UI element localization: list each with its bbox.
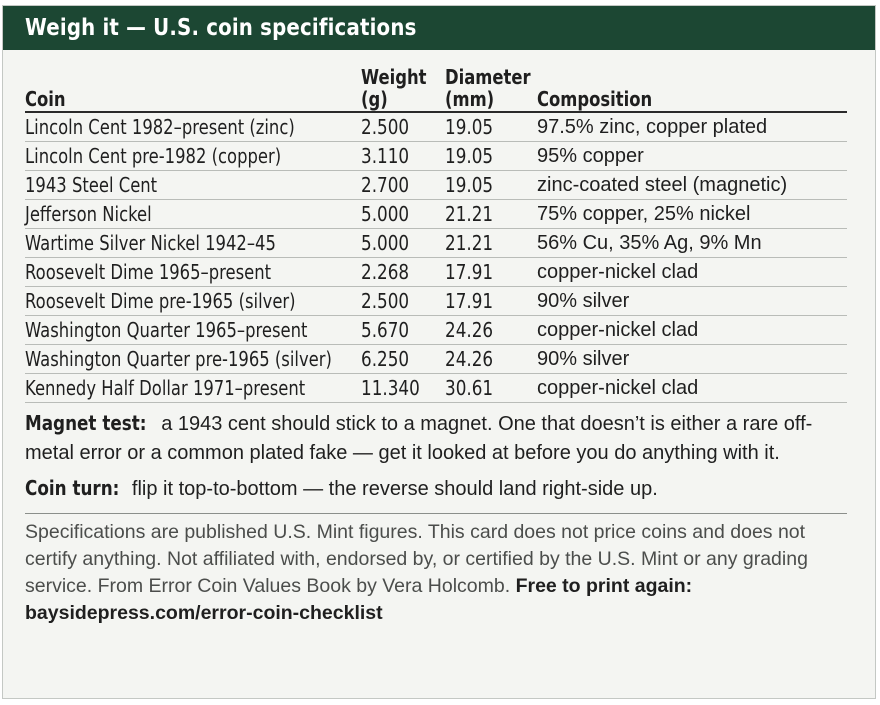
weight-cell: 5.000 xyxy=(361,228,445,258)
coin-spec-card: Weigh it — U.S. coin specifications Coin… xyxy=(2,5,876,699)
magnet-test-note: Magnet test: a 1943 cent should stick to… xyxy=(25,409,847,468)
composition-cell: 75% copper, 25% nickel xyxy=(537,199,847,229)
footer-divider xyxy=(25,513,847,514)
diameter-cell: 21.21 xyxy=(445,228,537,258)
table-row: 1943 Steel Cent 2.700 19.05 zinc-coated … xyxy=(25,170,847,200)
weight-cell: 2.268 xyxy=(361,257,445,287)
card-content: Coin Weight (g) Diameter (mm) Composition … xyxy=(25,50,847,627)
coin-turn-text: flip it top-to-bottom — the reverse shou… xyxy=(126,478,658,500)
diameter-cell: 19.05 xyxy=(445,141,537,171)
diameter-cell: 30.61 xyxy=(445,373,537,403)
composition-cell: 95% copper xyxy=(537,141,847,171)
composition-cell: copper-nickel clad xyxy=(537,257,847,287)
coin-name-cell: Wartime Silver Nickel 1942–45 xyxy=(25,228,361,258)
diameter-cell: 19.05 xyxy=(445,170,537,200)
composition-cell: 90% silver xyxy=(537,286,847,316)
diameter-cell: 17.91 xyxy=(445,286,537,316)
coin-name-cell: Washington Quarter 1965–present xyxy=(25,315,361,345)
coin-spec-table: Coin Weight (g) Diameter (mm) Composition … xyxy=(25,66,847,403)
weight-cell: 5.670 xyxy=(361,315,445,345)
composition-cell: 97.5% zinc, copper plated xyxy=(537,112,847,142)
coin-name-cell: Roosevelt Dime pre-1965 (silver) xyxy=(25,286,361,316)
coin-name-cell: Roosevelt Dime 1965–present xyxy=(25,257,361,287)
composition-cell: zinc-coated steel (magnetic) xyxy=(537,170,847,200)
weight-cell: 2.500 xyxy=(361,112,445,142)
card-title: Weigh it — U.S. coin specifications xyxy=(25,15,417,41)
weight-cell: 5.000 xyxy=(361,199,445,229)
weight-cell: 3.110 xyxy=(361,141,445,171)
diameter-cell: 21.21 xyxy=(445,199,537,229)
table-row: Roosevelt Dime pre-1965 (silver) 2.500 1… xyxy=(25,286,847,316)
composition-cell: copper-nickel clad xyxy=(537,373,847,403)
table-row: Kennedy Half Dollar 1971–present 11.340 … xyxy=(25,373,847,403)
diameter-cell: 17.91 xyxy=(445,257,537,287)
table-row: Lincoln Cent pre-1982 (copper) 3.110 19.… xyxy=(25,141,847,171)
composition-cell: 90% silver xyxy=(537,344,847,374)
col-header-diameter: Diameter (mm) xyxy=(445,66,537,113)
diameter-cell: 24.26 xyxy=(445,344,537,374)
col-header-composition: Composition xyxy=(537,66,847,113)
coin-name-cell: Washington Quarter pre-1965 (silver) xyxy=(25,344,361,374)
col-header-coin: Coin xyxy=(25,66,361,113)
diameter-cell: 19.05 xyxy=(445,112,537,142)
coin-turn-note: Coin turn: flip it top-to-bottom — the r… xyxy=(25,474,847,504)
table-row: Roosevelt Dime 1965–present 2.268 17.91 … xyxy=(25,257,847,287)
magnet-test-text: a 1943 cent should stick to a magnet. On… xyxy=(25,413,813,464)
diameter-cell: 24.26 xyxy=(445,315,537,345)
table-row: Jefferson Nickel 5.000 21.21 75% copper,… xyxy=(25,199,847,229)
coin-name-cell: 1943 Steel Cent xyxy=(25,170,361,200)
coin-turn-label: Coin turn: xyxy=(25,476,120,500)
composition-cell: copper-nickel clad xyxy=(537,315,847,345)
coin-name-cell: Lincoln Cent 1982–present (zinc) xyxy=(25,112,361,142)
composition-cell: 56% Cu, 35% Ag, 9% Mn xyxy=(537,228,847,258)
table-row: Lincoln Cent 1982–present (zinc) 2.500 1… xyxy=(25,112,847,142)
table-row: Wartime Silver Nickel 1942–45 5.000 21.2… xyxy=(25,228,847,258)
table-row: Washington Quarter pre-1965 (silver) 6.2… xyxy=(25,344,847,374)
coin-name-cell: Lincoln Cent pre-1982 (copper) xyxy=(25,141,361,171)
weight-cell: 6.250 xyxy=(361,344,445,374)
magnet-test-label: Magnet test: xyxy=(25,411,147,435)
weight-cell: 2.500 xyxy=(361,286,445,316)
title-banner: Weigh it — U.S. coin specifications xyxy=(3,6,875,50)
table-header-row: Coin Weight (g) Diameter (mm) Composition xyxy=(25,66,847,113)
weight-cell: 11.340 xyxy=(361,373,445,403)
footer-link: Free to print again: baysidepress.com/er… xyxy=(25,575,693,624)
weight-cell: 2.700 xyxy=(361,170,445,200)
coin-name-cell: Jefferson Nickel xyxy=(25,199,361,229)
footer-disclaimer: Specifications are published U.S. Mint f… xyxy=(25,519,847,627)
footer-text: Specifications are published U.S. Mint f… xyxy=(25,521,808,597)
coin-name-cell: Kennedy Half Dollar 1971–present xyxy=(25,373,361,403)
col-header-weight: Weight (g) xyxy=(361,66,445,113)
table-row: Washington Quarter 1965–present 5.670 24… xyxy=(25,315,847,345)
